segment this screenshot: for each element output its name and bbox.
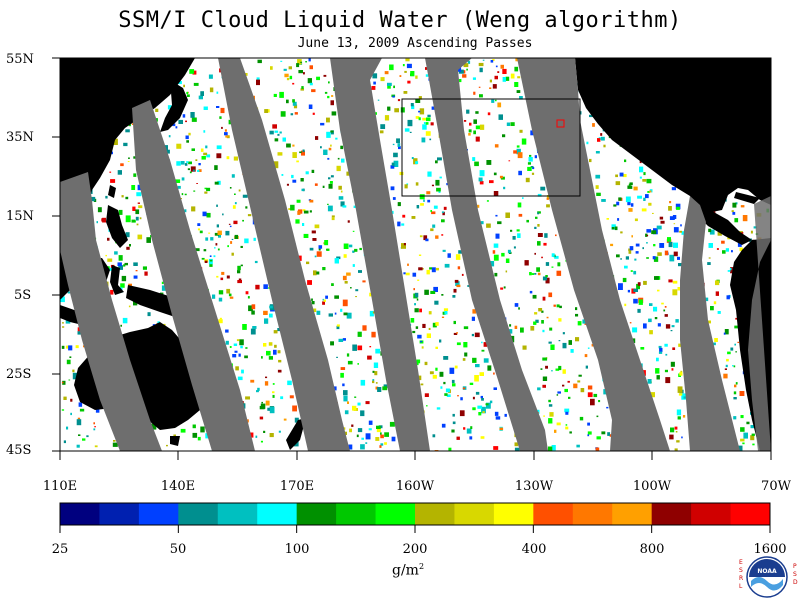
philippines-islands — [106, 205, 128, 248]
swath-gap-7 — [680, 196, 740, 451]
latitude-ticks — [52, 57, 60, 452]
swath-gap-8 — [748, 196, 771, 451]
lon-label-130w: 130W — [514, 479, 554, 494]
no-data-gaps — [60, 58, 771, 451]
colorbar-swatch — [296, 503, 337, 525]
colorbar-label-400: 400 — [521, 542, 547, 557]
lat-label-35n: 35N — [6, 130, 34, 145]
colorbar-swatch — [178, 503, 219, 525]
noaa-emblem-icon: NOAA — [746, 556, 788, 598]
station-marker — [556, 119, 565, 128]
colorbar-swatch — [612, 503, 653, 525]
colorbar-swatch — [454, 503, 495, 525]
svg-text:NOAA: NOAA — [757, 568, 777, 575]
lon-label-140e: 140E — [160, 479, 196, 494]
colorbar-swatch — [138, 503, 179, 525]
swath-gap-1 — [60, 172, 162, 451]
colorbar-swatch — [217, 503, 258, 525]
lat-label-25s: 25S — [6, 367, 32, 382]
colorbar-swatch — [730, 503, 771, 525]
lat-label-15n: 15N — [6, 209, 34, 224]
colorbar-unit: g/m2 — [392, 562, 425, 579]
colorbar-label-100: 100 — [284, 542, 310, 557]
colorbar-swatch — [336, 503, 377, 525]
north-america — [575, 58, 771, 212]
lon-label-160w: 160W — [395, 479, 435, 494]
lon-label-100w: 100W — [632, 479, 672, 494]
map-title: SSM/I Cloud Liquid Water (Weng algorithm… — [118, 8, 682, 33]
colorbar-swatch — [60, 503, 100, 525]
lat-label-55n: 55N — [6, 52, 34, 67]
colorbar-swatch — [493, 503, 534, 525]
colorbar — [59, 502, 771, 533]
colorbar-swatch — [99, 503, 140, 525]
sulawesi-island — [110, 265, 124, 295]
new-zealand-south — [286, 418, 306, 450]
colorbar-swatch — [415, 503, 455, 525]
colorbar-label-25: 25 — [51, 542, 69, 557]
lon-label-170e: 170E — [279, 479, 315, 494]
colorbar-swatch — [375, 503, 416, 525]
tasmania-island — [170, 436, 180, 446]
colorbar-swatch — [257, 503, 298, 525]
central-america — [690, 196, 752, 245]
swath-gap-3 — [218, 58, 350, 451]
cuba-island — [734, 192, 760, 204]
swath-gap-4 — [330, 58, 430, 451]
longitude-ticks — [59, 451, 772, 460]
lon-label-70w: 70W — [761, 479, 791, 494]
swath-gap-6 — [517, 58, 670, 451]
asia-landmass — [60, 58, 195, 236]
colorbar-label-800: 800 — [639, 542, 665, 557]
colorbar-swatch — [533, 503, 574, 525]
colorbar-label-50: 50 — [169, 542, 187, 557]
japan-islands — [160, 80, 188, 132]
taiwan-island — [108, 185, 116, 198]
lon-label-110e: 110E — [42, 479, 78, 494]
colorbar-swatch — [572, 503, 613, 525]
map-subtitle: June 13, 2009 Ascending Passes — [297, 36, 533, 51]
colorbar-label-1600: 1600 — [753, 542, 787, 557]
colorbar-swatch — [691, 503, 732, 525]
colorbar-label-200: 200 — [402, 542, 428, 557]
study-region-box — [401, 98, 581, 197]
swath-gap-2 — [132, 100, 255, 451]
colorbar-swatch — [651, 503, 692, 525]
lat-label-5s: 5S — [14, 288, 32, 303]
lat-label-45s: 45S — [6, 443, 32, 458]
swath-gap-5 — [425, 58, 548, 451]
